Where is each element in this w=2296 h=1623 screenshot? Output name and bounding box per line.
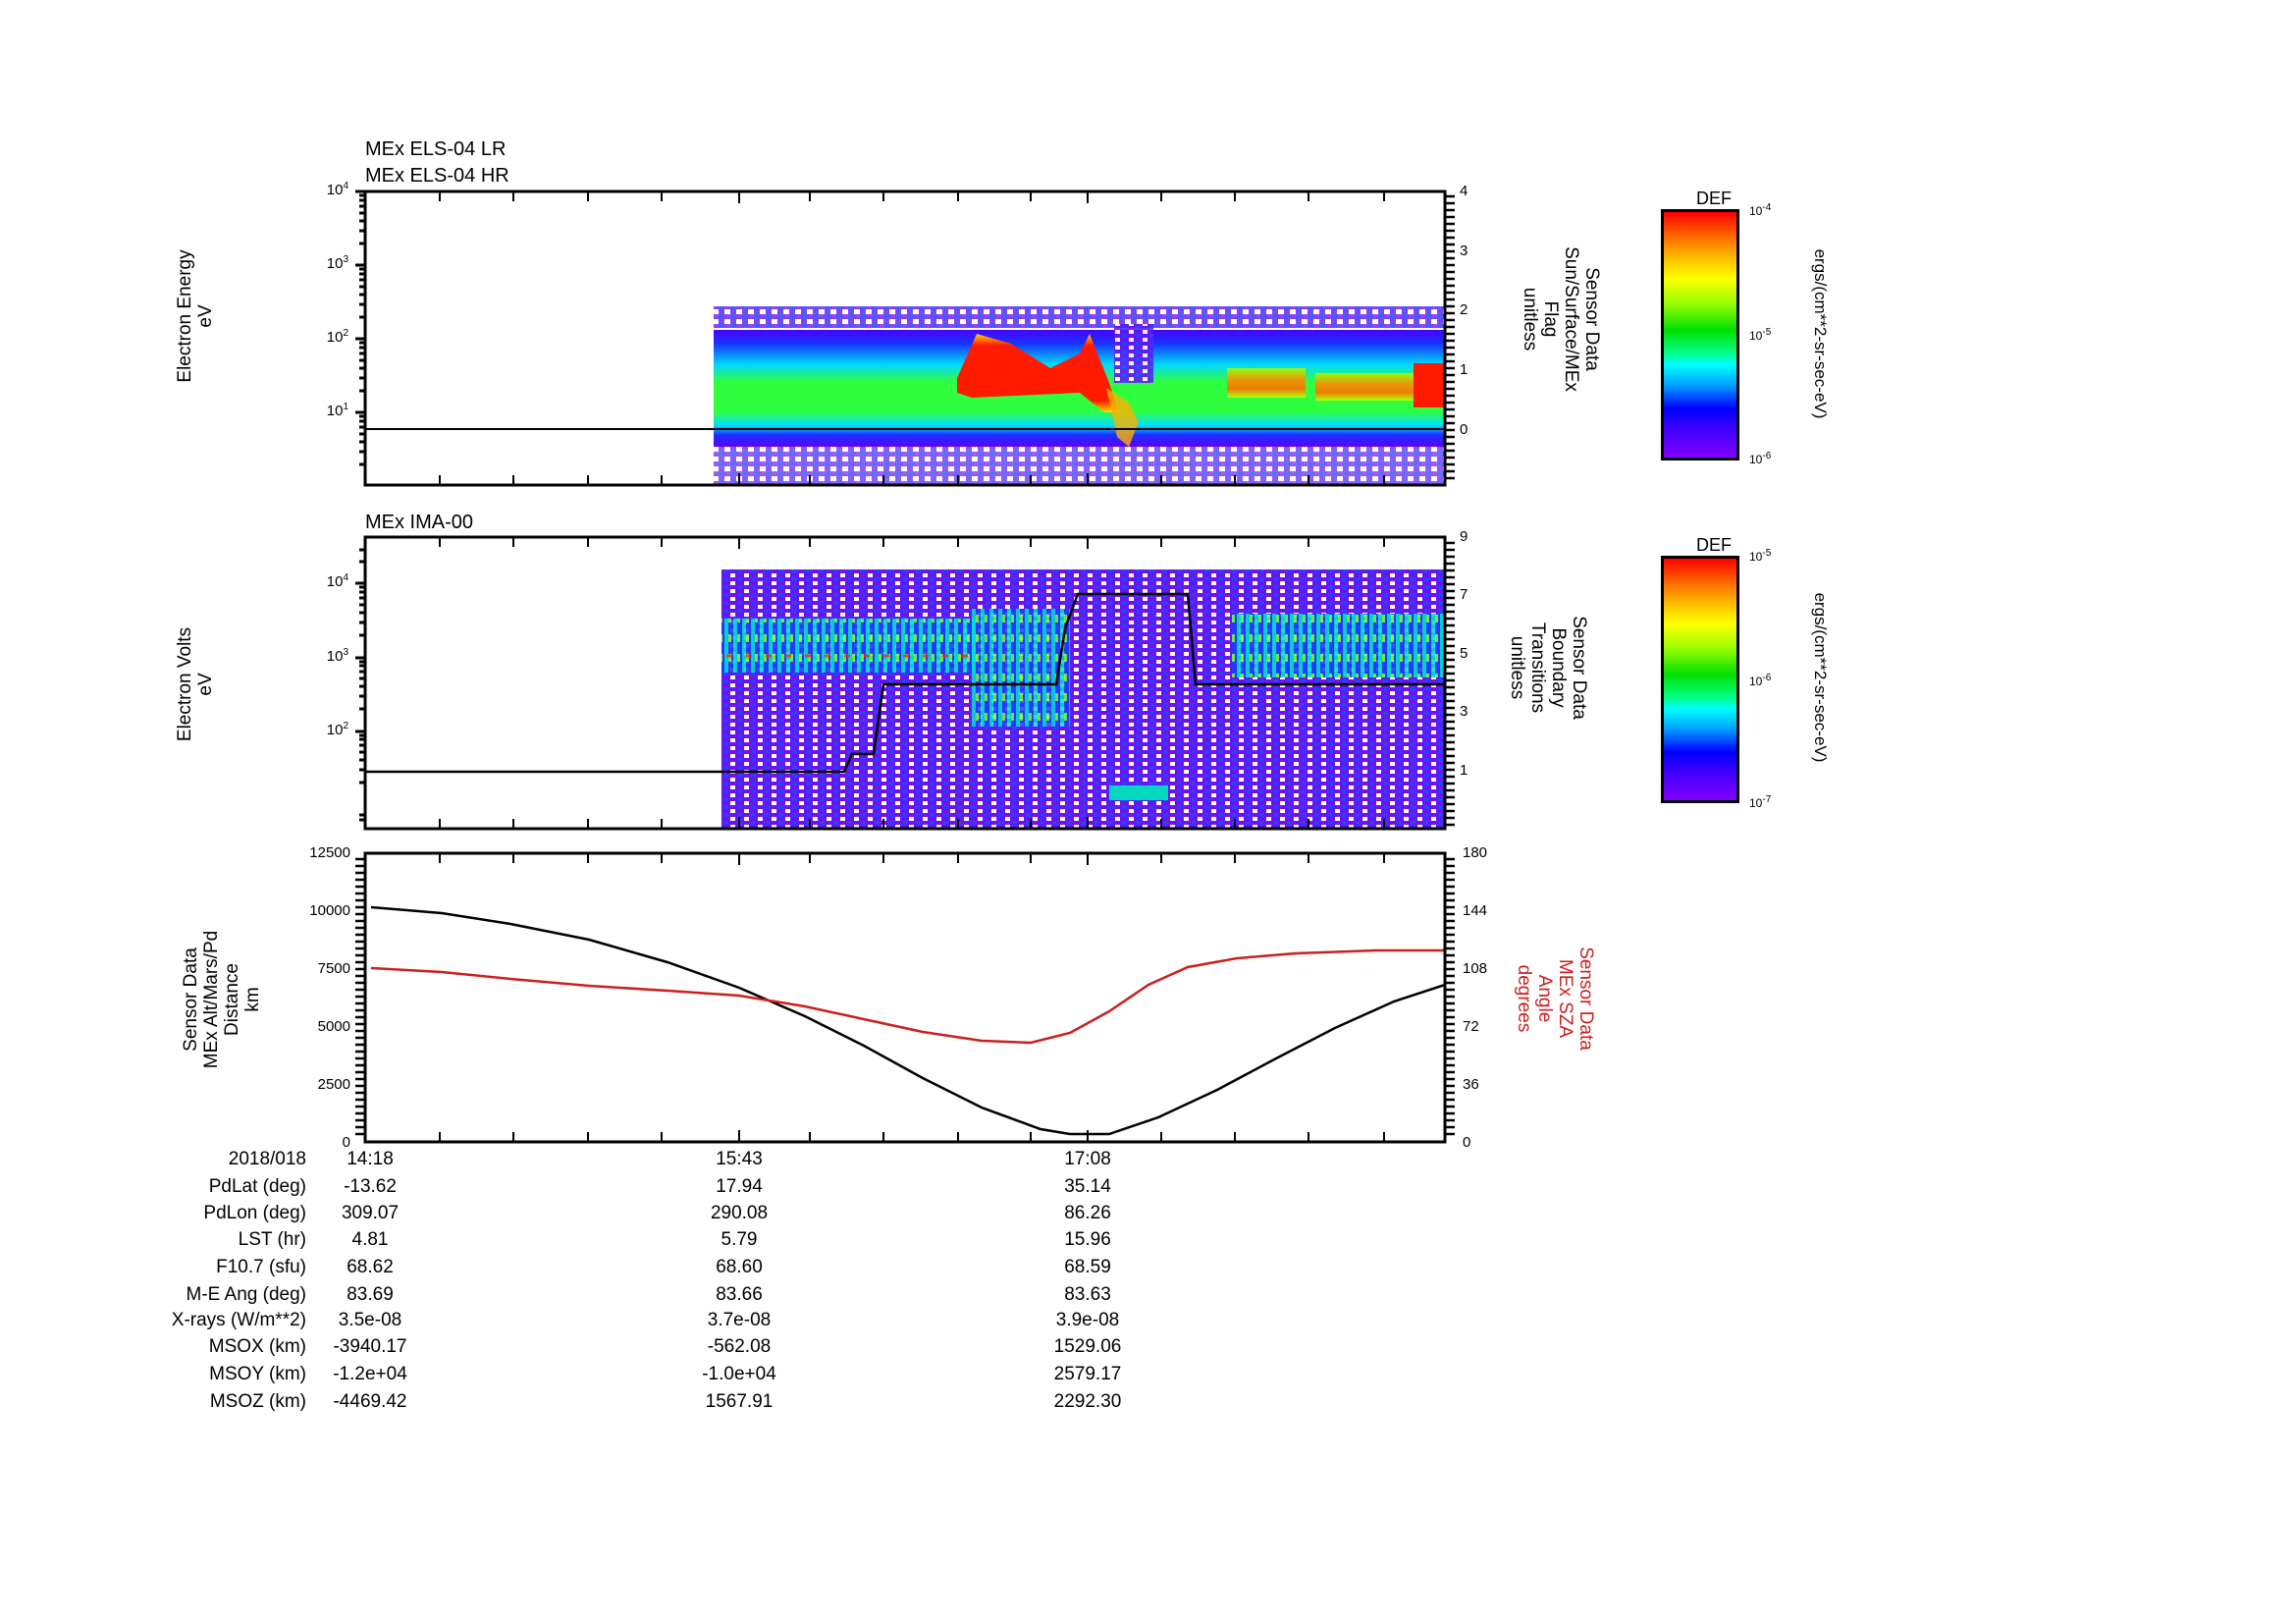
cell: 3.7e-08 <box>707 1310 772 1330</box>
colorbar1 <box>1661 209 1739 460</box>
date-label: 2018/018 <box>228 1149 306 1169</box>
panel1-title-hr: MEx ELS-04 HR <box>365 165 509 187</box>
cell: -13.62 <box>344 1176 397 1197</box>
p1-ytick-r-2: 2 <box>1460 301 1468 318</box>
panel2-frame <box>363 535 1447 831</box>
cell: -3940.17 <box>333 1336 407 1357</box>
colorbar2-tick-mid: 10-6 <box>1749 673 1772 688</box>
cell: 68.59 <box>1064 1257 1111 1277</box>
cell: -1.2e+04 <box>333 1364 407 1384</box>
p3-ytick-5000: 5000 <box>317 1018 350 1035</box>
panel2-title: MEx IMA-00 <box>365 512 474 533</box>
panel1-ylabel-right: Sensor Data Sun/Surface/MEx Flag unitles… <box>1520 246 1602 392</box>
cell: 15.96 <box>1064 1229 1111 1250</box>
row-label-msox: MSOX (km) <box>208 1336 306 1357</box>
p2-ytick-1e4: 104 <box>326 572 348 590</box>
p2-ytick-r-5: 5 <box>1460 645 1468 662</box>
p3-ytick-12500: 12500 <box>309 844 350 861</box>
colorbar1-units: ergs/(cm**2-sr-sec-eV) <box>1811 248 1830 419</box>
p1-ytick-r-0: 0 <box>1460 421 1468 438</box>
colorbar1-tick-mid: 10-5 <box>1749 327 1772 343</box>
cell: 86.26 <box>1064 1203 1111 1223</box>
p3-ytick-7500: 7500 <box>317 960 350 977</box>
p2-ytick-1e2: 102 <box>326 721 348 738</box>
cell: 2579.17 <box>1053 1364 1122 1384</box>
p1-ytick-1e1: 101 <box>326 402 348 419</box>
p1-ytick-r-4: 4 <box>1460 183 1468 199</box>
colorbar2-units: ergs/(cm**2-sr-sec-eV) <box>1811 592 1830 763</box>
altitude-curve <box>370 905 1446 1136</box>
cell: -562.08 <box>707 1336 772 1357</box>
row-label-xrays: X-rays (W/m**2) <box>171 1310 306 1330</box>
colorbar1-tick-min: 10-6 <box>1749 451 1772 466</box>
panel1-ylabel-left: Electron Energy eV <box>175 249 216 383</box>
panel1-title-lr: MEx ELS-04 LR <box>365 138 507 160</box>
row-label-lst: LST (hr) <box>238 1229 306 1250</box>
cell: -1.0e+04 <box>702 1364 776 1384</box>
p2-ytick-r-7: 7 <box>1460 586 1468 603</box>
colorbar2-tick-min: 10-7 <box>1749 794 1772 810</box>
cell: 4.81 <box>351 1229 389 1250</box>
cell: 83.63 <box>1064 1284 1111 1305</box>
cell: 1529.06 <box>1053 1336 1122 1357</box>
p2-ytick-r-9: 9 <box>1460 528 1468 545</box>
cell: 290.08 <box>710 1203 769 1223</box>
p1-ytick-r-1: 1 <box>1460 361 1468 378</box>
p3-ytick-10000: 10000 <box>309 902 350 919</box>
cell: 3.5e-08 <box>338 1310 402 1330</box>
p2-ytick-r-1: 1 <box>1460 762 1468 779</box>
p1-ytick-r-3: 3 <box>1460 243 1468 259</box>
panel2-ylabel-right: Sensor Data Boundary Transitions unitles… <box>1507 616 1589 720</box>
panel3-ylabel-right: Sensor Data MEx SZA Angle degrees <box>1514 947 1596 1051</box>
p3-ytick-r-72: 72 <box>1463 1018 1479 1035</box>
cell: 3.9e-08 <box>1055 1310 1120 1330</box>
p3-ytick-r-108: 108 <box>1463 960 1488 977</box>
colorbar1-tick-max: 10-4 <box>1749 202 1772 218</box>
p2-ytick-r-3: 3 <box>1460 703 1468 720</box>
p1-ytick-1e3: 103 <box>326 254 348 272</box>
p2-ytick-1e3: 103 <box>326 647 348 665</box>
p3-ytick-r-180: 180 <box>1463 844 1488 861</box>
time-label-0: 14:18 <box>347 1149 394 1169</box>
panel2-spectrogram <box>721 569 1445 829</box>
cell: 35.14 <box>1064 1176 1111 1197</box>
row-label-pdlat: PdLat (deg) <box>208 1176 306 1197</box>
cell: 68.60 <box>716 1257 763 1277</box>
right-axis-combs <box>355 194 1455 1136</box>
colorbar2-title: DEF <box>1696 535 1732 555</box>
p3-ytick-r-144: 144 <box>1463 902 1488 919</box>
panel3-frame <box>363 851 1447 1144</box>
cell: -4469.42 <box>333 1391 407 1412</box>
cell: 309.07 <box>341 1203 400 1223</box>
cell: 17.94 <box>716 1176 763 1197</box>
time-label-2: 17:08 <box>1064 1149 1111 1169</box>
colorbar2-tick-max: 10-5 <box>1749 548 1772 564</box>
p3-ytick-2500: 2500 <box>317 1076 350 1093</box>
p3-ytick-0: 0 <box>342 1134 350 1151</box>
cell: 1567.91 <box>705 1391 774 1412</box>
row-label-pdlon: PdLon (deg) <box>203 1203 306 1223</box>
row-label-f107: F10.7 (sfu) <box>216 1257 306 1277</box>
colorbar2 <box>1661 556 1739 803</box>
colorbar1-title: DEF <box>1696 189 1732 208</box>
p1-ytick-1e2: 102 <box>326 328 348 346</box>
cell: 68.62 <box>347 1257 394 1277</box>
cell: 2292.30 <box>1053 1391 1122 1412</box>
time-label-1: 15:43 <box>716 1149 763 1169</box>
row-label-me-ang: M-E Ang (deg) <box>186 1284 307 1305</box>
panel3-ylabel-left: Sensor Data MEx Alt/Mars/Pd Distance km <box>181 930 263 1069</box>
panel2-ylabel-left: Electron Volts eV <box>175 626 216 742</box>
p3-ytick-r-0: 0 <box>1463 1134 1471 1151</box>
p1-ytick-1e4: 104 <box>326 181 348 198</box>
cell: 83.69 <box>347 1284 394 1305</box>
panel2-boundary-line <box>365 592 1445 774</box>
p3-ytick-r-36: 36 <box>1463 1076 1479 1093</box>
row-label-msoz: MSOZ (km) <box>209 1391 306 1412</box>
cell: 5.79 <box>721 1229 758 1250</box>
sza-curve <box>370 948 1445 1045</box>
row-label-msoy: MSOY (km) <box>209 1364 306 1384</box>
panel1-spectrogram <box>714 306 1445 485</box>
cell: 83.66 <box>716 1284 763 1305</box>
